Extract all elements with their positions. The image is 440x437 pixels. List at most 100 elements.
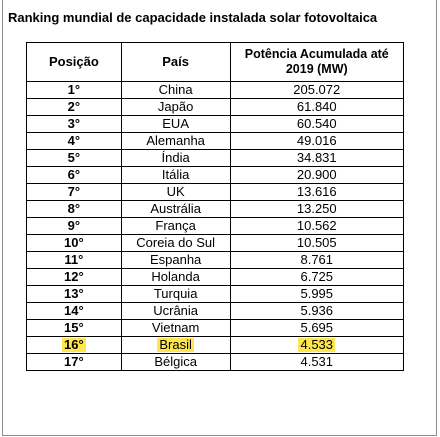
power-cell-text: 61.840 xyxy=(296,99,337,114)
country-cell: França xyxy=(120,217,231,235)
country-cell-text: Brasil xyxy=(157,337,194,352)
position-cell-text: 12° xyxy=(64,269,84,284)
table-row: 2° Japão 61.840 xyxy=(26,98,405,116)
power-cell-text: 4.531 xyxy=(300,354,334,369)
country-cell-text: Austrália xyxy=(150,201,201,216)
position-cell: 12° xyxy=(26,268,122,286)
position-cell-text: 7° xyxy=(67,184,81,199)
country-cell: Turquia xyxy=(120,285,231,303)
power-cell-text: 6.725 xyxy=(300,269,334,284)
country-cell: Vietnam xyxy=(120,319,231,337)
power-cell-text: 5.995 xyxy=(300,286,334,301)
position-cell-text: 16° xyxy=(62,337,86,352)
table-row: 17° Bélgica 4.531 xyxy=(26,353,405,371)
header-position: Posição xyxy=(26,42,122,82)
position-cell: 15° xyxy=(26,319,122,337)
country-cell: Holanda xyxy=(120,268,231,286)
table-row: 11° Espanha 8.761 xyxy=(26,251,405,269)
power-cell-text: 8.761 xyxy=(300,252,334,267)
position-cell: 4° xyxy=(26,132,122,150)
header-country: País xyxy=(120,42,231,82)
power-cell-text: 13.250 xyxy=(296,201,337,216)
country-cell: China xyxy=(120,81,231,99)
position-cell: 10° xyxy=(26,234,122,252)
power-cell-text: 205.072 xyxy=(293,82,341,97)
country-cell-text: Ucrânia xyxy=(153,303,199,318)
country-cell: Espanha xyxy=(120,251,231,269)
country-cell: EUA xyxy=(120,115,231,133)
power-cell-text: 5.936 xyxy=(300,303,334,318)
table-row: 8° Austrália 13.250 xyxy=(26,200,405,218)
table-row: 15° Vietnam 5.695 xyxy=(26,319,405,337)
power-cell-text: 49.016 xyxy=(296,133,337,148)
power-cell: 4.531 xyxy=(229,353,405,371)
power-cell: 13.616 xyxy=(229,183,405,201)
table-header-row: Posição País Potência Acumulada até 2019… xyxy=(26,42,405,82)
country-cell: Itália xyxy=(120,166,231,184)
position-cell: 9° xyxy=(26,217,122,235)
table-row: 9° França 10.562 xyxy=(26,217,405,235)
power-cell: 8.761 xyxy=(229,251,405,269)
position-cell-text: 3° xyxy=(67,116,81,131)
power-cell-text: 5.695 xyxy=(300,320,334,335)
country-cell-text: Turquia xyxy=(153,286,198,301)
position-cell-text: 14° xyxy=(64,303,84,318)
power-cell-text: 60.540 xyxy=(296,116,337,131)
country-cell: Ucrânia xyxy=(120,302,231,320)
position-cell-text: 2° xyxy=(67,99,81,114)
position-cell-text: 1° xyxy=(67,82,81,97)
power-cell: 5.995 xyxy=(229,285,405,303)
country-cell-text: China xyxy=(158,82,193,97)
country-cell-text: Coreia do Sul xyxy=(136,235,216,250)
position-cell: 13° xyxy=(26,285,122,303)
power-cell-text: 4.533 xyxy=(298,337,336,352)
table-title: Ranking mundial de capacidade instalada … xyxy=(8,10,378,25)
table-row: 3° EUA 60.540 xyxy=(26,115,405,133)
position-cell-text: 8° xyxy=(67,201,81,216)
country-cell-text: França xyxy=(155,218,196,233)
header-power: Potência Acumulada até 2019 (MW) xyxy=(229,42,405,82)
power-cell: 5.695 xyxy=(229,319,405,337)
country-cell-text: Bélgica xyxy=(154,354,197,369)
power-cell: 205.072 xyxy=(229,81,405,99)
power-cell-text: 20.900 xyxy=(296,167,337,182)
table-row: 6° Itália 20.900 xyxy=(26,166,405,184)
position-cell: 8° xyxy=(26,200,122,218)
table-row: 4° Alemanha 49.016 xyxy=(26,132,405,150)
country-cell: Alemanha xyxy=(120,132,231,150)
country-cell-text: EUA xyxy=(162,116,189,131)
country-cell: Austrália xyxy=(120,200,231,218)
table-row: 16° Brasil 4.533 xyxy=(26,336,405,354)
position-cell-text: 4° xyxy=(67,133,81,148)
country-cell: Brasil xyxy=(120,336,231,354)
country-cell-text: Alemanha xyxy=(146,133,205,148)
position-cell-text: 11° xyxy=(64,252,84,267)
country-cell-text: UK xyxy=(166,184,185,199)
position-cell-text: 5° xyxy=(67,150,81,165)
position-cell-text: 9° xyxy=(67,218,81,233)
country-cell-text: Holanda xyxy=(151,269,200,284)
power-cell-text: 10.562 xyxy=(296,218,337,233)
table-row: 10° Coreia do Sul 10.505 xyxy=(26,234,405,252)
table-row: 14° Ucrânia 5.936 xyxy=(26,302,405,320)
position-cell: 2° xyxy=(26,98,122,116)
position-cell: 5° xyxy=(26,149,122,167)
power-cell: 34.831 xyxy=(229,149,405,167)
table-row: 13° Turquia 5.995 xyxy=(26,285,405,303)
position-cell: 14° xyxy=(26,302,122,320)
ranking-table: Posição País Potência Acumulada até 2019… xyxy=(26,42,405,371)
position-cell: 1° xyxy=(26,81,122,99)
power-cell: 10.562 xyxy=(229,217,405,235)
position-cell: 7° xyxy=(26,183,122,201)
position-cell: 11° xyxy=(26,251,122,269)
country-cell-text: Vietnam xyxy=(151,320,200,335)
position-cell: 17° xyxy=(26,353,122,371)
table-row: 7° UK 13.616 xyxy=(26,183,405,201)
table-row: 12° Holanda 6.725 xyxy=(26,268,405,286)
position-cell: 6° xyxy=(26,166,122,184)
power-cell: 10.505 xyxy=(229,234,405,252)
power-cell-text: 34.831 xyxy=(296,150,337,165)
table-row: 5° Índia 34.831 xyxy=(26,149,405,167)
country-cell-text: Índia xyxy=(161,150,190,165)
